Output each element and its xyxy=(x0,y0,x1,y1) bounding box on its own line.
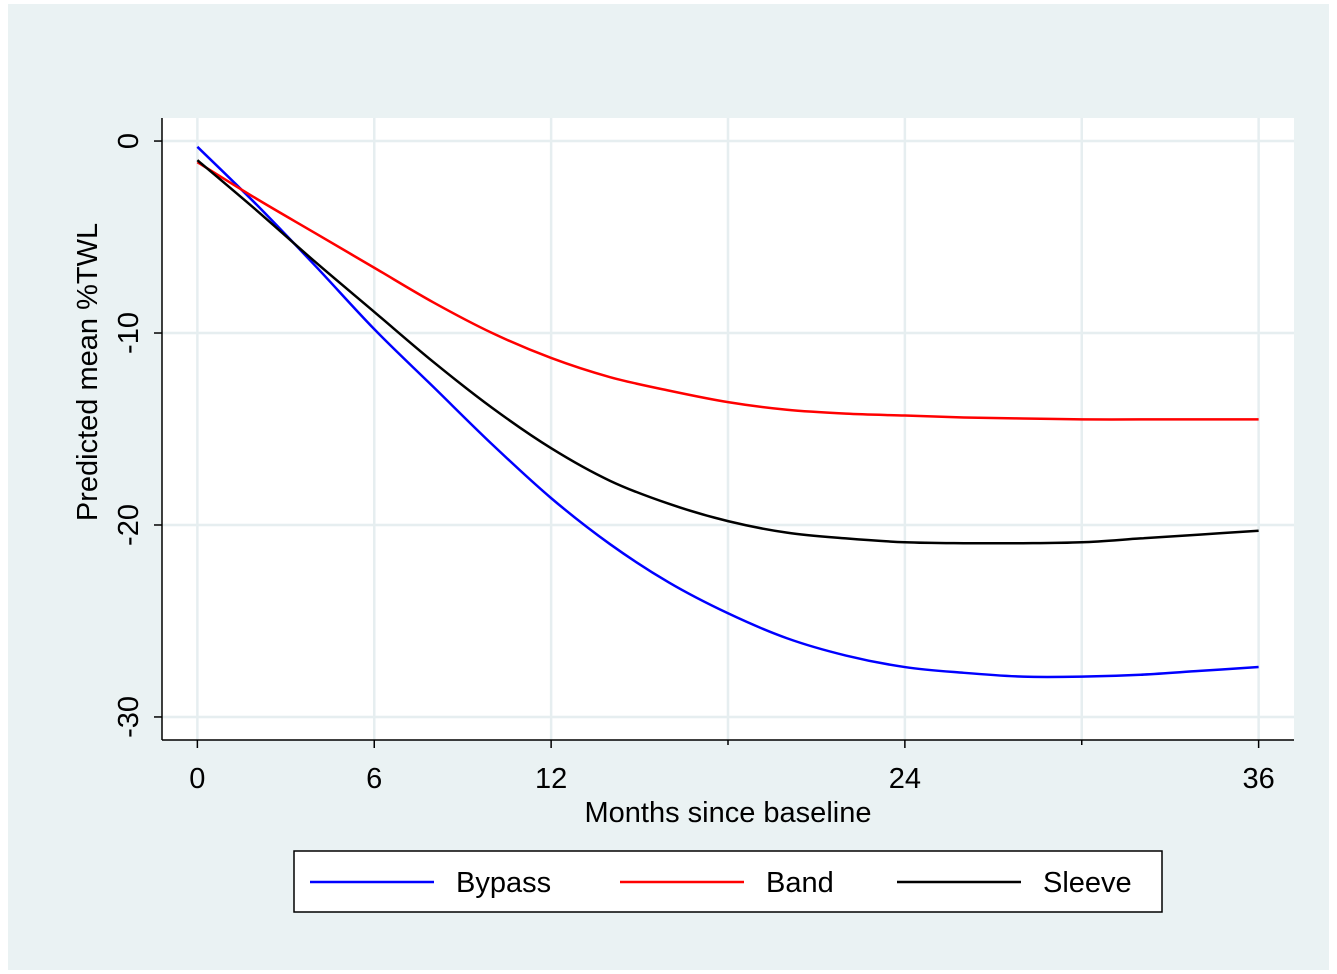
y-tick-label: 0 xyxy=(113,133,145,149)
x-tick-label: 6 xyxy=(366,763,382,795)
legend-label-band: Band xyxy=(766,867,834,899)
legend-label-sleeve: Sleeve xyxy=(1043,867,1132,899)
legend: Bypass Band Sleeve xyxy=(293,850,1163,913)
x-axis-label: Months since baseline xyxy=(585,797,872,829)
x-tick-label: 0 xyxy=(189,763,205,795)
x-tick-label: 24 xyxy=(889,763,921,795)
series-line-bypass xyxy=(196,145,1259,679)
series-lines xyxy=(196,145,1259,679)
series-line-band xyxy=(196,161,1259,421)
series-line-sleeve xyxy=(196,159,1259,545)
y-tick-label: -10 xyxy=(113,312,145,354)
x-tick-label: 12 xyxy=(535,763,567,795)
x-tick-label: 36 xyxy=(1242,763,1274,795)
ticks: 0 6 12 24 36 0 -10 -20 -30 xyxy=(113,133,1275,795)
gridlines xyxy=(162,118,1294,740)
y-tick-label: -20 xyxy=(113,504,145,546)
y-tick-label: -30 xyxy=(113,696,145,738)
y-axis-label: Predicted mean %TWL xyxy=(72,223,104,521)
legend-label-bypass: Bypass xyxy=(456,867,551,899)
